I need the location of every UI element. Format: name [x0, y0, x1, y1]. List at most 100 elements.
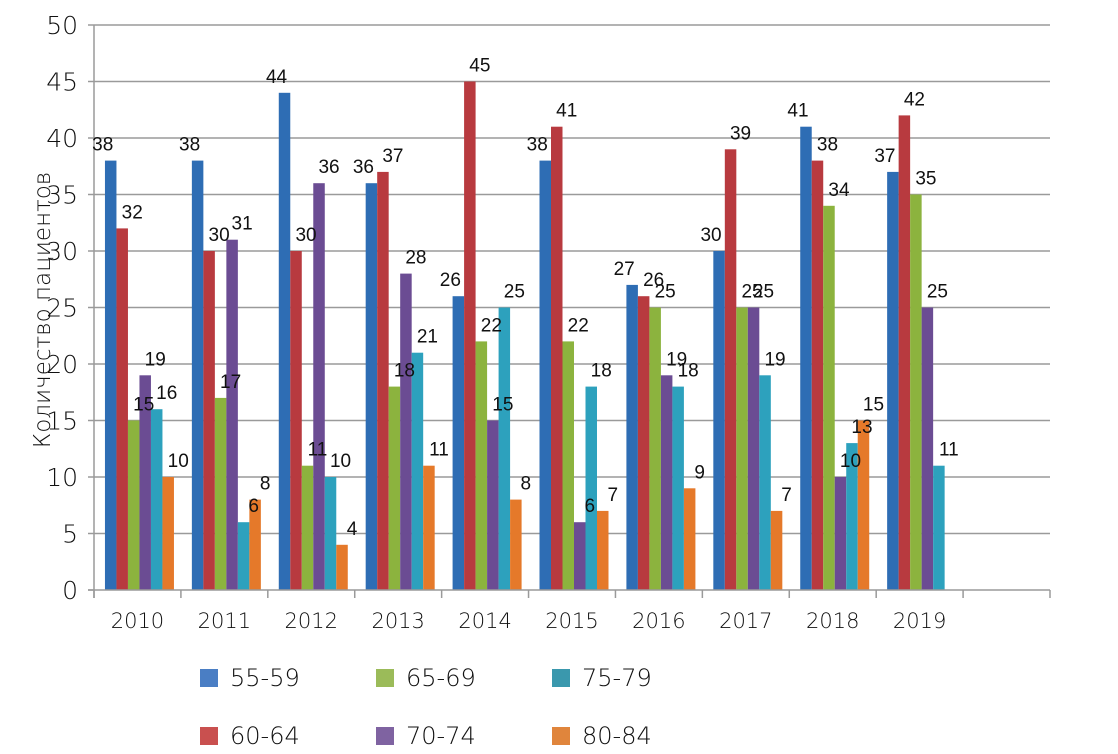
bar-70-74-2012 — [313, 183, 325, 590]
bar-60-64-2016 — [637, 296, 650, 590]
bar-70-74-2018 — [834, 477, 847, 590]
data-label: 6 — [584, 496, 595, 517]
data-label: 39 — [730, 123, 751, 144]
bar-70-74-2016 — [660, 375, 673, 590]
x-tick-label: 2017 — [719, 609, 772, 633]
bar-65-69-2017 — [736, 307, 748, 590]
bar-70-74-2017 — [747, 307, 760, 590]
bar-80-84-2014 — [510, 499, 522, 590]
bar-75-79-2012 — [324, 477, 337, 590]
y-tick-label: 10 — [46, 463, 78, 492]
bar-70-74-2013 — [400, 273, 412, 590]
bar-60-64-2011 — [203, 251, 215, 590]
legend-item-70-74: 70-74 — [376, 722, 476, 750]
bar-60-64-2014 — [464, 81, 476, 590]
data-label: 8 — [260, 474, 271, 495]
data-label: 26 — [440, 270, 461, 291]
bar-60-64-2017 — [724, 149, 737, 591]
bar-65-69-2019 — [910, 194, 922, 590]
legend-swatch — [376, 669, 394, 687]
bar-55-59-2013 — [365, 183, 378, 590]
legend-label: 80-84 — [582, 722, 652, 750]
legend-label: 70-74 — [406, 722, 476, 750]
legend-swatch — [200, 727, 218, 745]
data-label: 19 — [145, 349, 166, 370]
x-tick-label: 2019 — [893, 609, 946, 633]
data-label: 22 — [568, 315, 589, 336]
legend-swatch — [552, 669, 570, 687]
data-label: 25 — [741, 282, 762, 303]
bar-75-79-2013 — [411, 352, 424, 590]
data-label: 7 — [781, 485, 792, 506]
bar-55-59-2016 — [626, 284, 638, 590]
x-tick-label: 2016 — [632, 609, 685, 633]
bar-80-84-2012 — [336, 544, 348, 590]
bar-75-79-2015 — [585, 386, 597, 590]
bar-80-84-2017 — [770, 510, 783, 590]
legend-label: 55-59 — [230, 664, 300, 692]
gridlines — [94, 24, 1050, 535]
data-label: 41 — [787, 101, 808, 122]
data-label: 37 — [382, 146, 403, 167]
bar-60-64-2013 — [377, 171, 389, 590]
bar-80-84-2010 — [162, 477, 174, 590]
data-label: 44 — [266, 67, 288, 88]
data-label: 15 — [863, 395, 884, 416]
bar-70-74-2019 — [921, 307, 934, 590]
bar-65-69-2012 — [301, 465, 314, 590]
x-axis: 2010 2011 2012 2013 2014 2015 2016 2017 2018 2019 — [88, 589, 1051, 633]
bar-65-69-2018 — [823, 205, 835, 591]
x-tick-label: 2010 — [111, 609, 164, 633]
bar-75-79-2017 — [759, 375, 771, 590]
data-label: 30 — [209, 225, 230, 246]
bar-75-79-2010 — [150, 409, 163, 590]
y-axis-title: Количество пациентов — [30, 172, 56, 449]
data-label: 38 — [179, 135, 200, 156]
legend-label: 75-79 — [582, 664, 652, 692]
bar-70-74-2010 — [139, 375, 151, 590]
bar-55-59-2018 — [800, 126, 812, 590]
bar-70-74-2015 — [574, 522, 586, 590]
bar-65-69-2014 — [475, 341, 488, 590]
bar-80-84-2016 — [683, 488, 696, 590]
data-label: 18 — [394, 361, 415, 382]
data-label: 9 — [694, 462, 705, 483]
x-tick-label: 2014 — [458, 609, 511, 633]
data-label: 25 — [504, 282, 525, 303]
legend-label: 65-69 — [406, 664, 476, 692]
data-label: 28 — [405, 248, 426, 269]
bar-65-69-2013 — [388, 386, 401, 590]
data-label: 19 — [764, 349, 785, 370]
bar-80-84-2013 — [423, 465, 435, 590]
bar-60-64-2018 — [811, 160, 824, 590]
data-label: 8 — [521, 474, 532, 495]
bars — [104, 81, 945, 591]
data-label: 13 — [851, 417, 872, 438]
bar-80-84-2018 — [857, 420, 870, 590]
data-label: 37 — [874, 146, 895, 167]
data-label: 11 — [429, 440, 449, 461]
x-tick-label: 2012 — [285, 609, 338, 633]
legend-swatch — [200, 669, 218, 687]
x-tick-label: 2011 — [198, 609, 251, 633]
data-label: 35 — [915, 169, 936, 190]
data-label: 36 — [353, 157, 374, 178]
data-label: 45 — [469, 56, 490, 77]
y-tick-label: 5 — [62, 520, 78, 549]
data-label: 18 — [591, 361, 612, 382]
data-labels: 3832151916103830173168443011361043637182… — [92, 56, 959, 540]
data-label: 25 — [753, 282, 774, 303]
data-label: 10 — [840, 451, 861, 472]
x-tick-label: 2018 — [806, 609, 859, 633]
y-tick-label: 45 — [46, 68, 78, 97]
data-label: 32 — [122, 202, 143, 223]
data-label: 30 — [700, 225, 721, 246]
data-label: 18 — [678, 361, 699, 382]
data-label: 25 — [655, 282, 676, 303]
legend-item-75-79: 75-79 — [552, 664, 652, 692]
bar-75-79-2018 — [846, 443, 858, 590]
bar-65-69-2015 — [562, 341, 574, 590]
bar-75-79-2019 — [933, 465, 945, 590]
bar-70-74-2011 — [226, 239, 238, 590]
bar-55-59-2014 — [452, 296, 465, 590]
